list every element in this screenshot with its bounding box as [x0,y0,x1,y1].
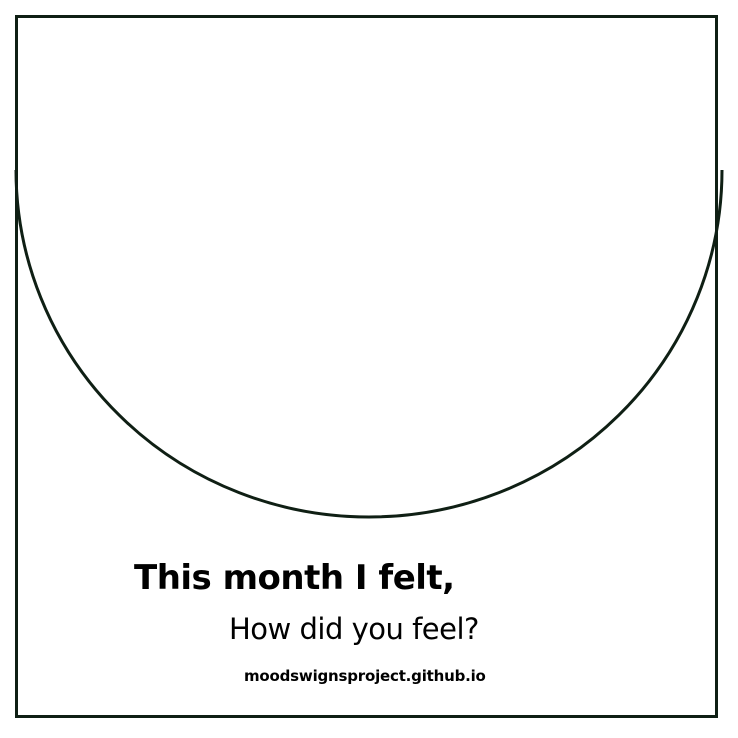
headline-text: This month I felt, [134,558,455,598]
website-link[interactable]: moodswignsproject.github.io [244,667,486,685]
question-text: How did you feel? [229,612,479,646]
card-frame [15,15,718,718]
